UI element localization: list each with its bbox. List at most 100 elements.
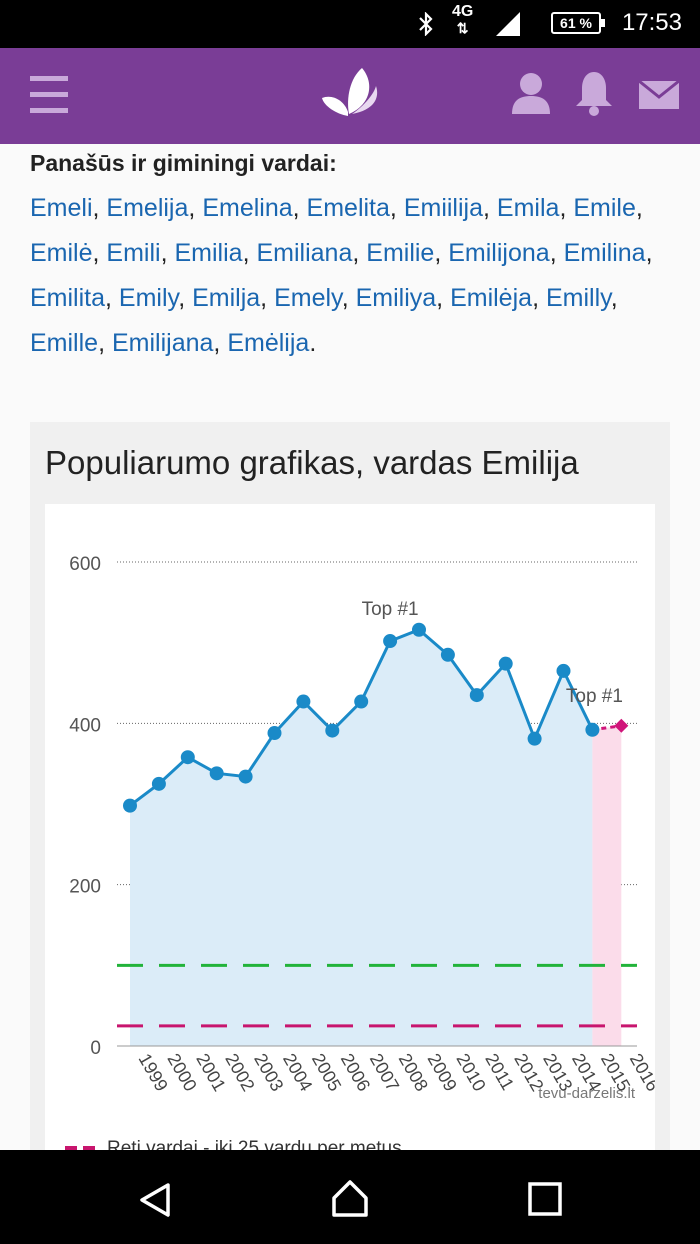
x-tick-label: 2008 bbox=[395, 1050, 432, 1095]
data-point[interactable] bbox=[383, 634, 398, 649]
similar-name-link[interactable]: Emila bbox=[496, 194, 560, 222]
similar-name-link[interactable]: Emiliana bbox=[256, 239, 353, 267]
name-separator: , bbox=[549, 239, 564, 267]
name-separator: , bbox=[178, 284, 193, 312]
name-separator: , bbox=[483, 194, 497, 222]
annotation-label: Top #1 bbox=[362, 599, 419, 620]
network-indicator: 4G ⇅ bbox=[452, 3, 474, 37]
projection-point[interactable] bbox=[614, 718, 629, 733]
data-point[interactable] bbox=[267, 726, 282, 741]
profile-icon[interactable] bbox=[510, 70, 552, 114]
name-separator: , bbox=[260, 284, 275, 312]
x-tick-label: 2006 bbox=[337, 1050, 374, 1095]
x-tick-label: 2000 bbox=[163, 1050, 200, 1095]
name-separator: , bbox=[436, 284, 451, 312]
similar-names-list: Emeli, Emelija, Emelina, Emelita, Emiili… bbox=[30, 186, 690, 366]
similar-name-link[interactable]: Emelija bbox=[106, 194, 189, 222]
status-bar: 4G ⇅ 61 % 17:53 bbox=[0, 0, 700, 48]
similar-name-link[interactable]: Emilina bbox=[563, 239, 646, 267]
data-point[interactable] bbox=[585, 722, 600, 737]
x-tick-label: 2002 bbox=[221, 1050, 258, 1095]
similar-name-link[interactable]: Emilia bbox=[174, 239, 243, 267]
x-tick-label: 2005 bbox=[308, 1050, 345, 1095]
name-separator: , bbox=[292, 194, 307, 222]
recent-apps-icon[interactable] bbox=[528, 1182, 562, 1216]
similar-name-link[interactable]: Emilijona bbox=[448, 239, 550, 267]
x-tick-label: 2001 bbox=[192, 1050, 229, 1095]
similar-name-link[interactable]: Emili bbox=[106, 239, 161, 267]
similar-names-heading: Panašūs ir giminingi vardai: bbox=[30, 150, 337, 176]
name-separator: , bbox=[92, 239, 107, 267]
data-point[interactable] bbox=[151, 776, 166, 791]
similar-name-link[interactable]: Emilijana bbox=[111, 329, 214, 357]
chart-container: 600 400 200 0 Top #1 Top #1 1999 2000 2001 2002 20… bbox=[45, 504, 663, 1150]
data-point[interactable] bbox=[296, 694, 311, 709]
name-separator: , bbox=[341, 284, 356, 312]
home-icon[interactable] bbox=[330, 1178, 370, 1218]
name-separator: , bbox=[635, 194, 643, 222]
similar-name-link[interactable]: Emiilija bbox=[403, 194, 484, 222]
name-separator: , bbox=[389, 194, 404, 222]
similar-name-link[interactable]: Emilė bbox=[30, 239, 93, 267]
data-point[interactable] bbox=[209, 766, 224, 781]
data-point[interactable] bbox=[412, 622, 426, 637]
battery-indicator: 61 % bbox=[551, 12, 605, 34]
x-tick-label: 2007 bbox=[366, 1050, 403, 1095]
bluetooth-icon bbox=[419, 12, 433, 36]
data-point[interactable] bbox=[354, 694, 369, 709]
similar-name-link[interactable]: Emeli bbox=[30, 194, 93, 222]
similar-name-link[interactable]: Emilly bbox=[545, 284, 611, 312]
x-tick-label: 2004 bbox=[279, 1050, 316, 1095]
butterfly-logo-icon[interactable] bbox=[318, 64, 382, 128]
y-tick-label: 600 bbox=[69, 554, 101, 575]
name-separator: , bbox=[105, 284, 119, 312]
x-tick-label: 2009 bbox=[424, 1050, 461, 1095]
name-separator: , bbox=[92, 194, 107, 222]
signal-icon bbox=[496, 12, 520, 36]
data-point[interactable] bbox=[556, 663, 571, 678]
y-tick-label: 400 bbox=[69, 715, 101, 736]
data-point[interactable] bbox=[498, 656, 513, 671]
similar-name-link[interactable]: Emilita bbox=[30, 284, 106, 312]
similar-name-link[interactable]: Emille bbox=[30, 329, 99, 357]
notification-bell-icon[interactable] bbox=[574, 70, 614, 116]
name-separator: , bbox=[610, 284, 618, 312]
name-separator: . bbox=[309, 329, 317, 357]
back-icon[interactable] bbox=[138, 1182, 174, 1218]
page-content: Panašūs ir giminingi vardai: Emeli, Emel… bbox=[0, 144, 700, 1150]
data-point[interactable] bbox=[180, 750, 195, 765]
annotation-label: Top #1 bbox=[566, 686, 623, 707]
similar-name-link[interactable]: Emily bbox=[118, 284, 179, 312]
name-separator: , bbox=[352, 239, 367, 267]
similar-name-link[interactable]: Emelita bbox=[306, 194, 390, 222]
name-separator: , bbox=[242, 239, 257, 267]
data-point[interactable] bbox=[469, 688, 484, 703]
data-point[interactable] bbox=[325, 723, 340, 738]
data-point[interactable] bbox=[238, 769, 253, 784]
name-separator: , bbox=[434, 239, 449, 267]
similar-name-link[interactable]: Emiliya bbox=[355, 284, 437, 312]
x-tick-label: 1999 bbox=[135, 1050, 172, 1095]
y-tick-label: 200 bbox=[69, 877, 101, 898]
similar-name-link[interactable]: Emelina bbox=[202, 194, 293, 222]
data-point[interactable] bbox=[440, 647, 455, 662]
data-point[interactable] bbox=[527, 731, 542, 746]
legend-label: Reti vardai - iki 25 vardų per metus bbox=[107, 1138, 402, 1150]
similar-name-link[interactable]: Emilja bbox=[192, 284, 261, 312]
x-tick-label: 2003 bbox=[250, 1050, 287, 1095]
menu-icon[interactable] bbox=[30, 76, 68, 116]
name-separator: , bbox=[188, 194, 203, 222]
similar-name-link[interactable]: Emilėja bbox=[450, 284, 533, 312]
name-separator: , bbox=[160, 239, 175, 267]
x-tick-label: 2010 bbox=[452, 1050, 489, 1095]
similar-name-link[interactable]: Emėlija bbox=[227, 329, 310, 357]
name-separator: , bbox=[532, 284, 546, 312]
similar-name-link[interactable]: Emilie bbox=[366, 239, 435, 267]
mail-icon[interactable] bbox=[638, 80, 680, 110]
data-point[interactable] bbox=[123, 798, 137, 813]
y-tick-label: 0 bbox=[90, 1038, 101, 1059]
similar-name-link[interactable]: Emile bbox=[573, 194, 636, 222]
similar-name-link[interactable]: Emely bbox=[274, 284, 342, 312]
popularity-chart-title: Populiarumo grafikas, vardas Emilija bbox=[45, 444, 579, 481]
